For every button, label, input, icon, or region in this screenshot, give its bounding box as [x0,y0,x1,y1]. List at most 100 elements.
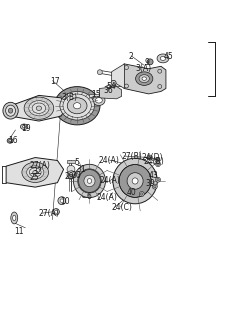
Circle shape [157,179,159,181]
Text: 39: 39 [145,179,155,188]
Circle shape [157,163,159,165]
Polygon shape [112,64,124,89]
Text: 25: 25 [30,173,39,182]
Circle shape [58,197,66,204]
Text: 30: 30 [71,171,81,180]
Ellipse shape [54,87,100,125]
Ellipse shape [93,95,105,106]
Circle shape [141,193,143,195]
Text: 24(C): 24(C) [112,203,132,212]
Circle shape [154,185,156,188]
Ellipse shape [113,158,157,204]
Text: 24(A): 24(A) [97,193,118,202]
Text: 29: 29 [64,172,74,181]
Circle shape [152,184,157,189]
Polygon shape [11,95,67,121]
Bar [90,94,99,97]
Ellipse shape [95,98,102,103]
Circle shape [53,209,59,215]
Ellipse shape [7,138,13,143]
Circle shape [158,69,162,73]
Text: 24(A): 24(A) [98,156,119,164]
Circle shape [47,164,52,168]
Circle shape [155,177,160,182]
Ellipse shape [23,125,26,128]
Circle shape [155,157,160,163]
Ellipse shape [132,178,138,184]
Circle shape [124,66,128,69]
Circle shape [48,176,50,178]
Ellipse shape [22,162,49,182]
Circle shape [139,192,144,196]
Circle shape [158,84,162,89]
Ellipse shape [73,164,105,198]
Ellipse shape [127,173,143,189]
Text: 32: 32 [32,167,42,176]
Ellipse shape [36,106,42,110]
Text: 27(B): 27(B) [121,152,142,161]
Circle shape [147,155,152,160]
Ellipse shape [82,194,88,198]
Polygon shape [124,64,166,94]
Ellipse shape [11,212,18,224]
Ellipse shape [142,77,146,80]
Text: 24(D): 24(D) [141,153,163,162]
Circle shape [48,165,51,167]
Text: 19: 19 [22,124,31,133]
Text: 24(B): 24(B) [143,157,164,166]
Text: 27(A): 27(A) [30,161,51,171]
Polygon shape [99,86,122,99]
Text: 11: 11 [14,227,24,236]
Ellipse shape [67,98,87,114]
Circle shape [55,210,58,213]
Text: 17: 17 [50,76,60,85]
Circle shape [155,162,160,167]
Ellipse shape [13,215,16,221]
Ellipse shape [87,179,92,183]
Text: 40: 40 [126,188,136,197]
Circle shape [47,174,52,179]
Circle shape [97,70,102,75]
Circle shape [48,170,50,172]
Ellipse shape [119,164,151,197]
Circle shape [147,59,153,65]
Text: 15: 15 [92,90,101,99]
Circle shape [68,174,73,179]
Text: 27(A): 27(A) [39,209,60,218]
Text: 10: 10 [60,197,69,206]
Text: 16: 16 [8,136,18,145]
Ellipse shape [136,72,153,85]
Text: 45: 45 [163,52,173,61]
Circle shape [124,84,128,88]
Circle shape [60,199,63,203]
Text: 5: 5 [74,158,79,167]
Circle shape [67,171,75,179]
Ellipse shape [24,97,54,119]
Text: 2: 2 [129,52,134,61]
Ellipse shape [29,100,49,116]
Ellipse shape [78,169,101,193]
Ellipse shape [33,171,38,174]
Ellipse shape [20,124,28,129]
Text: 31: 31 [76,165,86,174]
Circle shape [149,156,151,159]
Ellipse shape [6,105,15,116]
Ellipse shape [9,140,11,142]
Bar [67,160,75,163]
Circle shape [111,80,116,85]
Text: 43: 43 [149,171,158,180]
Text: 3(A): 3(A) [136,64,152,73]
Text: 24(A): 24(A) [99,176,120,186]
Text: 3(B): 3(B) [62,93,78,102]
Ellipse shape [84,175,95,187]
Text: 54: 54 [107,82,117,91]
Ellipse shape [157,54,169,63]
Circle shape [156,159,158,161]
Polygon shape [6,157,63,187]
Ellipse shape [60,92,94,120]
Circle shape [47,169,52,174]
Text: 36: 36 [103,86,113,95]
Text: 9: 9 [145,58,150,67]
Ellipse shape [27,166,44,179]
Ellipse shape [139,75,149,83]
